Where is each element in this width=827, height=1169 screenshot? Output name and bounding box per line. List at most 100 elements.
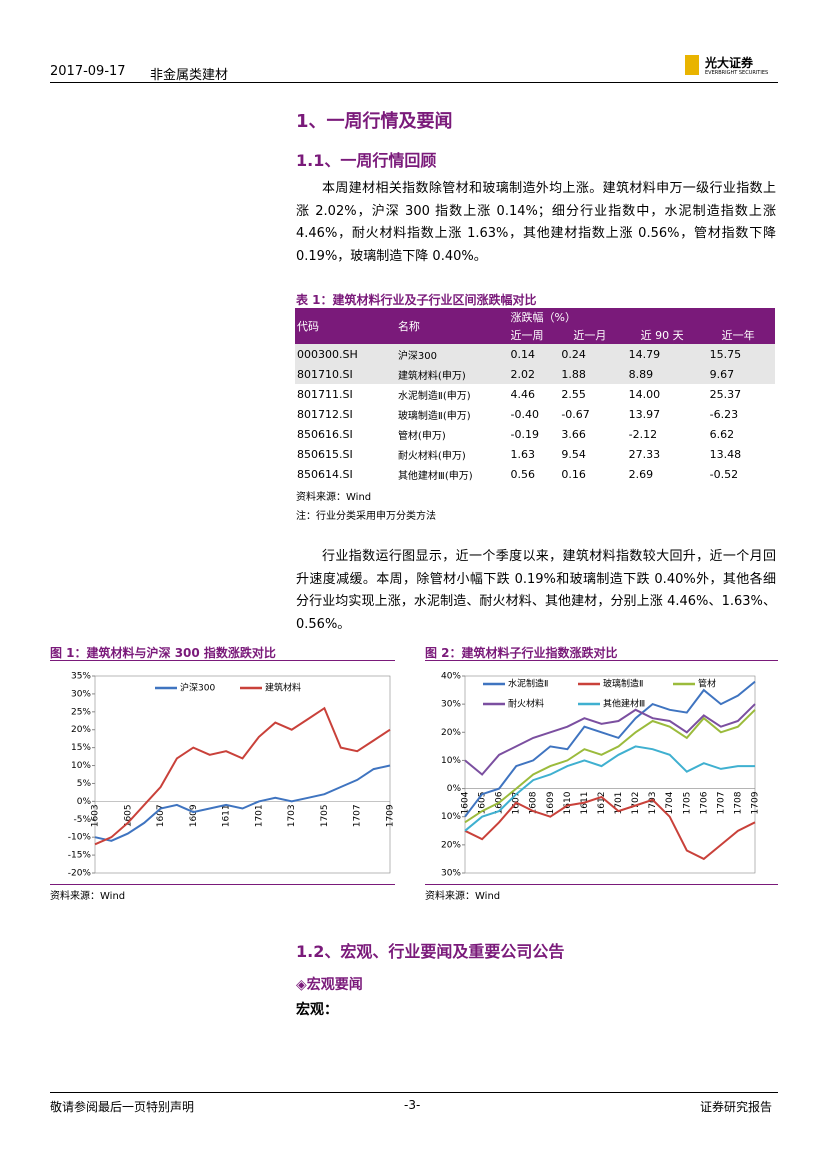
x-tick-label: 1609 xyxy=(546,791,556,814)
table-title: 表 1：建筑材料行业及子行业区间涨跌幅对比 xyxy=(296,293,537,307)
table-cell: 2.02 xyxy=(510,367,536,381)
table-row: 850616.SI 管材(申万) -0.19 3.66 -2.12 6.62 xyxy=(295,424,775,444)
y-tick-label: 0% xyxy=(77,797,92,807)
table-cell: 801711.SI xyxy=(297,387,353,401)
legend-label: 建筑材料 xyxy=(265,682,301,694)
x-tick-label: 1703 xyxy=(287,804,297,827)
line xyxy=(464,703,756,776)
x-tick-label: 1607 xyxy=(156,804,166,827)
table-header: 近一月 xyxy=(573,329,607,342)
table-cell: 850614.SI xyxy=(297,467,353,481)
line xyxy=(94,706,391,846)
table-cell: 4.46 xyxy=(510,387,536,401)
legend-label: 管材 xyxy=(698,678,716,690)
header-rule xyxy=(50,82,778,83)
table-cell: 耐火材料(申万) xyxy=(397,450,466,462)
x-tick-label: 1708 xyxy=(733,791,743,814)
legend-label: 其他建材Ⅲ xyxy=(603,698,645,710)
y-tick-label: 10% xyxy=(71,761,91,771)
y-tick-label: 0% xyxy=(447,784,462,794)
table-header: 近一年 xyxy=(721,329,755,342)
logo-text: 光大证券 xyxy=(705,56,754,70)
plot-frame xyxy=(94,675,391,874)
footer-page: -3- xyxy=(404,1098,421,1112)
y-tick-label: -15% xyxy=(68,851,92,861)
table-cell: 000300.SH xyxy=(297,347,358,361)
figure-source: 资料来源：Wind xyxy=(50,884,395,902)
subsection-title: 1.1、一周行情回顾 xyxy=(296,151,437,170)
x-tick-label: 1704 xyxy=(665,791,675,814)
table-cell: 1.88 xyxy=(561,367,586,381)
x-tick-label: 1612 xyxy=(597,792,607,815)
line xyxy=(464,745,755,832)
table-cell: 27.33 xyxy=(628,447,661,461)
table-cell: 850615.SI xyxy=(297,447,353,461)
figure-source: 资料来源：Wind xyxy=(425,884,778,902)
table-cell: 2.69 xyxy=(628,467,654,481)
x-tick-label: 1701 xyxy=(254,804,264,827)
figure-rule xyxy=(425,660,778,661)
figure-title: 图 1：建筑材料与沪深 300 指数涨跌对比 xyxy=(50,646,276,660)
plot-frame xyxy=(464,675,756,874)
x-tick-label: 1707 xyxy=(353,804,363,827)
y-tick-label: 25% xyxy=(71,707,91,717)
table-cell: 0.16 xyxy=(561,467,586,481)
label: 宏观： xyxy=(296,1002,338,1018)
y-tick-label: 30% xyxy=(441,700,461,710)
table-cell: 建筑材料(申万) xyxy=(397,370,466,382)
table-cell: 水泥制造Ⅱ(申万) xyxy=(397,390,471,402)
table-row: 850615.SI 耐火材料(申万) 1.63 9.54 27.33 13.48 xyxy=(295,444,775,464)
y-tick-label: 30% xyxy=(441,869,461,879)
table-cell: 9.67 xyxy=(709,367,735,381)
x-tick-label: 1604 xyxy=(461,791,471,814)
x-tick-label: 1703 xyxy=(648,792,658,815)
logo-en: EVERBRIGHT SECURITIES xyxy=(705,70,769,76)
table: 代码 名称 涨跌幅（%） 近一周 近一月 近 90 天 近一年 000300.SH 沪深… xyxy=(295,308,775,484)
x-tick-label: 1705 xyxy=(320,804,330,827)
x-tick-label: 1603 xyxy=(91,804,101,827)
line xyxy=(464,680,756,818)
table-cell: 2.55 xyxy=(561,387,586,401)
footer-rule xyxy=(50,1092,778,1093)
table-cell: -6.23 xyxy=(709,407,739,421)
table-cell: -2.12 xyxy=(628,427,658,441)
table-cell: 801712.SI xyxy=(297,407,353,421)
table-cell: 3.66 xyxy=(561,427,586,441)
table-row: 801712.SI 玻璃制造Ⅱ(申万) -0.40 -0.67 13.97 -6.23 xyxy=(295,404,775,424)
table-cell: 6.62 xyxy=(709,427,735,441)
y-tick-label: 35% xyxy=(71,672,91,682)
figure-rule xyxy=(50,660,395,661)
x-tick-label: 1709 xyxy=(751,791,761,814)
table-header: 代码 xyxy=(297,320,319,333)
y-tick-label: 40% xyxy=(441,672,461,682)
header-date: 2017-09-17 xyxy=(50,64,126,79)
table-cell: 13.97 xyxy=(628,407,661,421)
table-header: 名称 xyxy=(397,320,420,333)
table-cell: 14.79 xyxy=(628,347,661,361)
table-row: 801711.SI 水泥制造Ⅱ(申万) 4.46 2.55 14.00 25.37 xyxy=(295,384,775,404)
legend-label: 沪深300 xyxy=(180,682,215,694)
table-cell: 25.37 xyxy=(709,387,742,401)
y-tick-label: -5% xyxy=(73,815,91,825)
table-cell: 850616.SI xyxy=(297,427,353,441)
x-tick-label: 1709 xyxy=(386,804,396,827)
logo-icon xyxy=(685,55,699,75)
line xyxy=(464,709,756,824)
table-cell: 其他建材Ⅲ(申万) xyxy=(397,470,473,482)
table-cell: 9.54 xyxy=(561,447,586,461)
section-title: 1、一周行情及要闻 xyxy=(296,111,453,132)
line xyxy=(94,764,391,842)
footer-left: 敬请参阅最后一页特别声明 xyxy=(50,1100,195,1114)
table-cell: 15.75 xyxy=(709,347,742,361)
table-cell: 8.89 xyxy=(628,367,654,381)
table-cell: 管材(申万) xyxy=(397,430,446,442)
table-header: 近 90 天 xyxy=(640,329,684,342)
subsection-title: 1.2、宏观、行业要闻及重要公司公告 xyxy=(296,942,565,961)
table-header: 近一周 xyxy=(510,329,544,342)
table-cell: 801710.SI xyxy=(297,367,353,381)
table-row: 000300.SH 沪深300 0.14 0.24 14.79 15.75 xyxy=(295,344,775,364)
table-cell: -0.40 xyxy=(510,407,539,421)
x-tick-label: 1605 xyxy=(123,804,133,827)
table-source: 资料来源：Wind xyxy=(296,492,372,503)
